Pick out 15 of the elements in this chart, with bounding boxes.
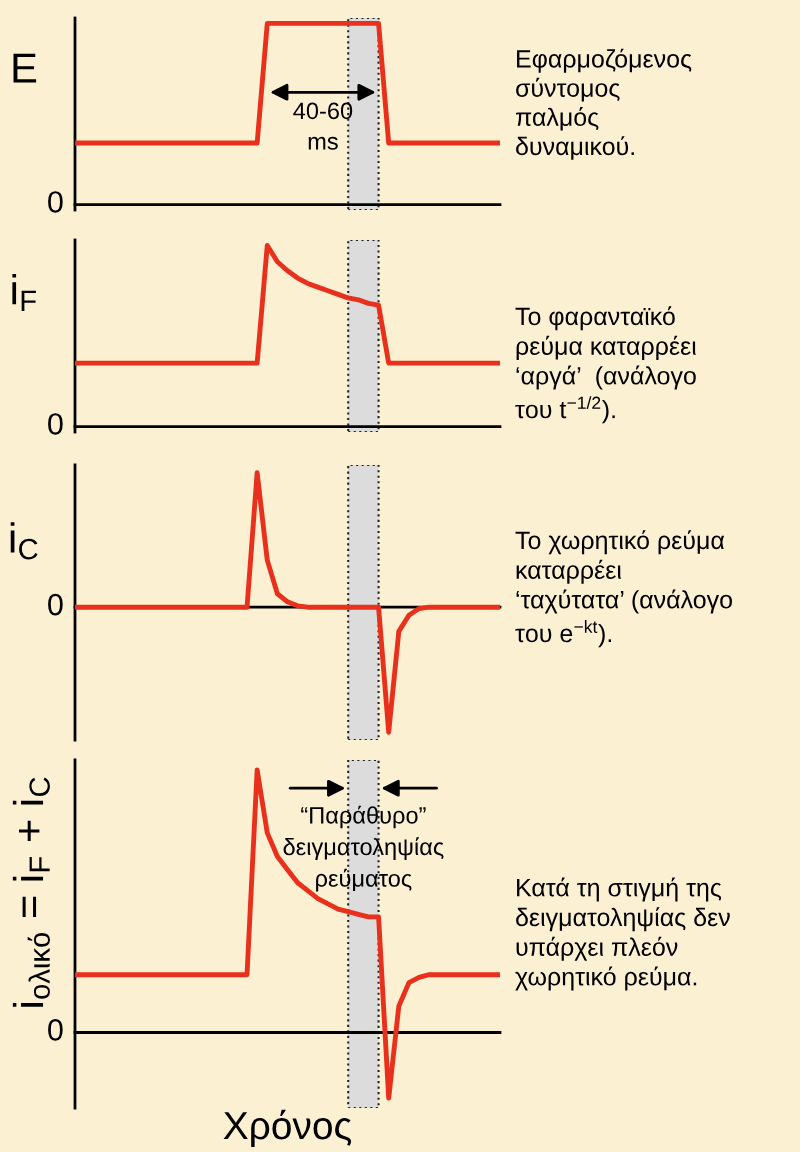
text: 0 (48, 1019, 63, 1041)
text: 0 (48, 191, 63, 213)
text: Το χωρητικό ρεύμα καταρρέει ‘ταχύτατα’ (ανάλογο του e$^{−kt}$). (515, 530, 732, 648)
text: Εφαρμοζόμενος σύντομος παλμός δυναμικού. (515, 48, 692, 160)
y-axis-title: i$_{F}$ (12, 274, 36, 311)
x-axis-title: Χρόνος (223, 1109, 352, 1148)
annotation: “Παράθυρο” δειγματοληψίας ρεύματος (283, 805, 444, 892)
y-axis-title: i$_{ολικό}$ = i$_{F}$ + i$_{C}$ (12, 777, 50, 1007)
y-axis-title: E (13, 53, 37, 83)
text: Το φαρανταϊκό ρεύμα καταρρέει ‘αργά’ (ανάλογο του t$^{−1/2}$). (515, 306, 697, 424)
y-axis-title: i$_{C}$ (10, 522, 38, 560)
text: 0 (48, 593, 63, 616)
annotation: 40-60 ms (293, 102, 353, 150)
text: Κατά τη στιγμή της δειγματοληψίας δεν υπάρχει πλεόν χωρητικό ρεύμα. (515, 877, 730, 991)
text: 0 (48, 413, 63, 435)
